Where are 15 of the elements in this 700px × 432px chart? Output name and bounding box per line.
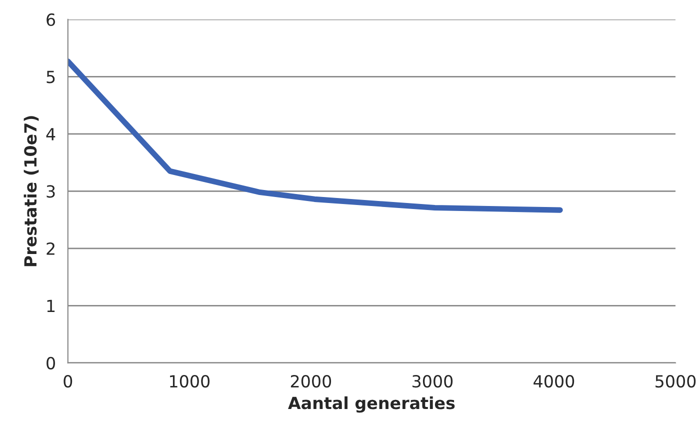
x-axis-title: Aantal generaties [288,396,455,413]
y-tick-label: 4 [46,128,56,140]
y-tick-label: 3 [46,185,55,198]
y-tick-label: 0 [46,356,55,370]
x-tick-label: 0 [64,374,72,388]
y-tick-label: 1 [47,300,55,312]
x-tick-label: 3000 [412,374,453,388]
x-tick-label: 2000 [290,374,332,388]
x-tick-label: 5000 [656,374,696,388]
x-tick-label: 4000 [534,374,574,388]
y-tick-label: 6 [46,13,56,26]
y-axis-title: Prestatie (10e7) [24,116,39,266]
y-tick-label: 5 [46,70,55,84]
y-tick-label: 2 [46,242,54,255]
x-tick-label: 1000 [170,374,210,388]
